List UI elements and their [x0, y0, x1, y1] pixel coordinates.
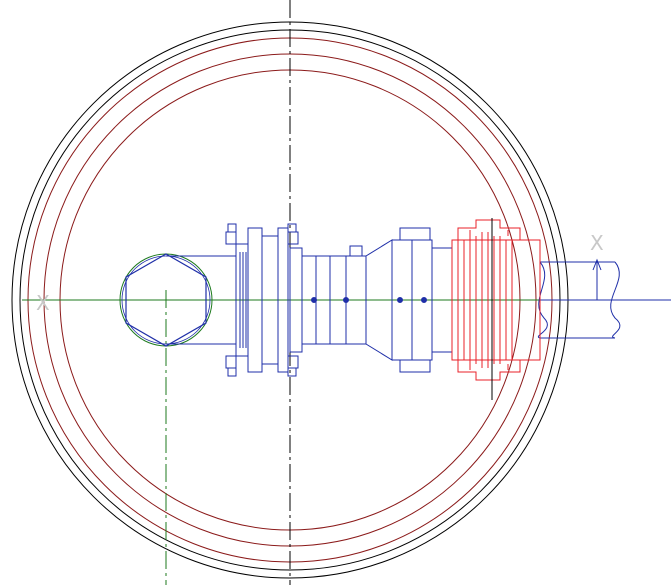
- body-seg-4-top: [349, 245, 363, 257]
- dot-3: [397, 297, 403, 303]
- dot-1: [311, 297, 317, 303]
- hexagon: [125, 253, 207, 347]
- flange-plate-3: [277, 227, 289, 373]
- section-label-right: X: [590, 231, 604, 255]
- pipe-assembly: [166, 223, 621, 377]
- dot-4: [421, 297, 427, 303]
- bolt-bottom-head: [227, 367, 237, 377]
- block-cap-top: [399, 227, 431, 241]
- red-cap-top: [457, 219, 521, 240]
- section-label-left: X: [36, 291, 50, 315]
- red-flange: [451, 219, 541, 381]
- flange-ribs: [239, 252, 247, 348]
- bolt-bottom-head-r: [287, 367, 297, 377]
- bolt-top-head-r: [287, 223, 297, 233]
- red-cap-bottom: [457, 360, 521, 381]
- red-body: [451, 239, 541, 361]
- bolt-top-head: [227, 223, 237, 233]
- flow-arrow: [592, 258, 602, 300]
- pipe: [540, 261, 621, 339]
- bolt-top-left: [225, 231, 237, 245]
- block-cap-bottom: [399, 359, 431, 373]
- bolt-bottom-left: [225, 355, 237, 369]
- dot-2: [343, 297, 349, 303]
- red-ribs: [457, 232, 513, 368]
